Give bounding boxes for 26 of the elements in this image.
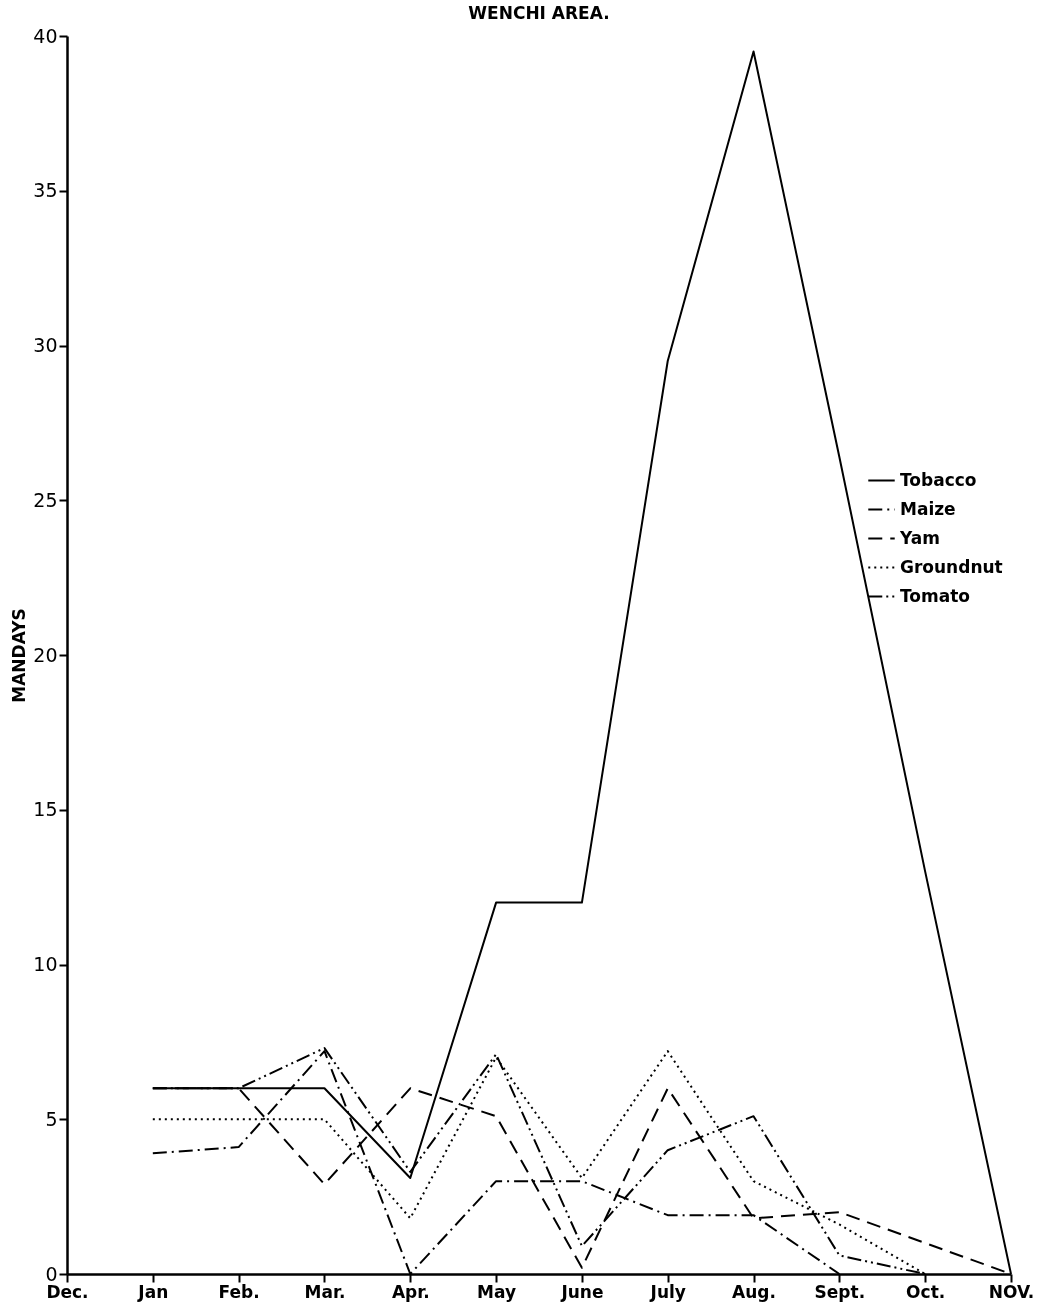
y-tick-label: 25 — [33, 488, 58, 511]
x-tick-label: Jan — [137, 1281, 169, 1302]
x-tick-label: Feb. — [218, 1281, 260, 1302]
y-tick-label: 5 — [45, 1107, 58, 1130]
legend-label: Tomato — [900, 585, 971, 606]
legend-label: Yam — [899, 527, 940, 548]
y-tick-label: 20 — [33, 643, 58, 666]
x-tick-label: Apr. — [391, 1281, 430, 1302]
x-tick-label: July — [649, 1281, 686, 1302]
y-tick-label: 15 — [33, 798, 58, 821]
y-tick-label: 30 — [33, 334, 58, 356]
x-tick-label: June — [560, 1281, 604, 1302]
x-tick-label: NOV. — [988, 1281, 1035, 1302]
x-tick-label: Mar. — [304, 1281, 346, 1302]
x-tick-label: May — [477, 1281, 517, 1302]
legend-label: Maize — [900, 498, 956, 519]
legend-label: Groundnut — [900, 556, 1003, 577]
x-tick-label: Aug. — [732, 1281, 776, 1302]
y-tick-label: 40 — [33, 24, 58, 47]
x-tick-label: Sept. — [814, 1281, 866, 1302]
y-tick-label: 10 — [33, 953, 58, 975]
y-tick-label: 35 — [33, 179, 58, 202]
chart-title: WENCHI AREA. — [468, 3, 610, 23]
legend-label: Tobacco — [900, 469, 977, 490]
x-tick-label: Oct. — [906, 1281, 946, 1302]
y-axis-title: MANDAYS — [9, 608, 30, 703]
